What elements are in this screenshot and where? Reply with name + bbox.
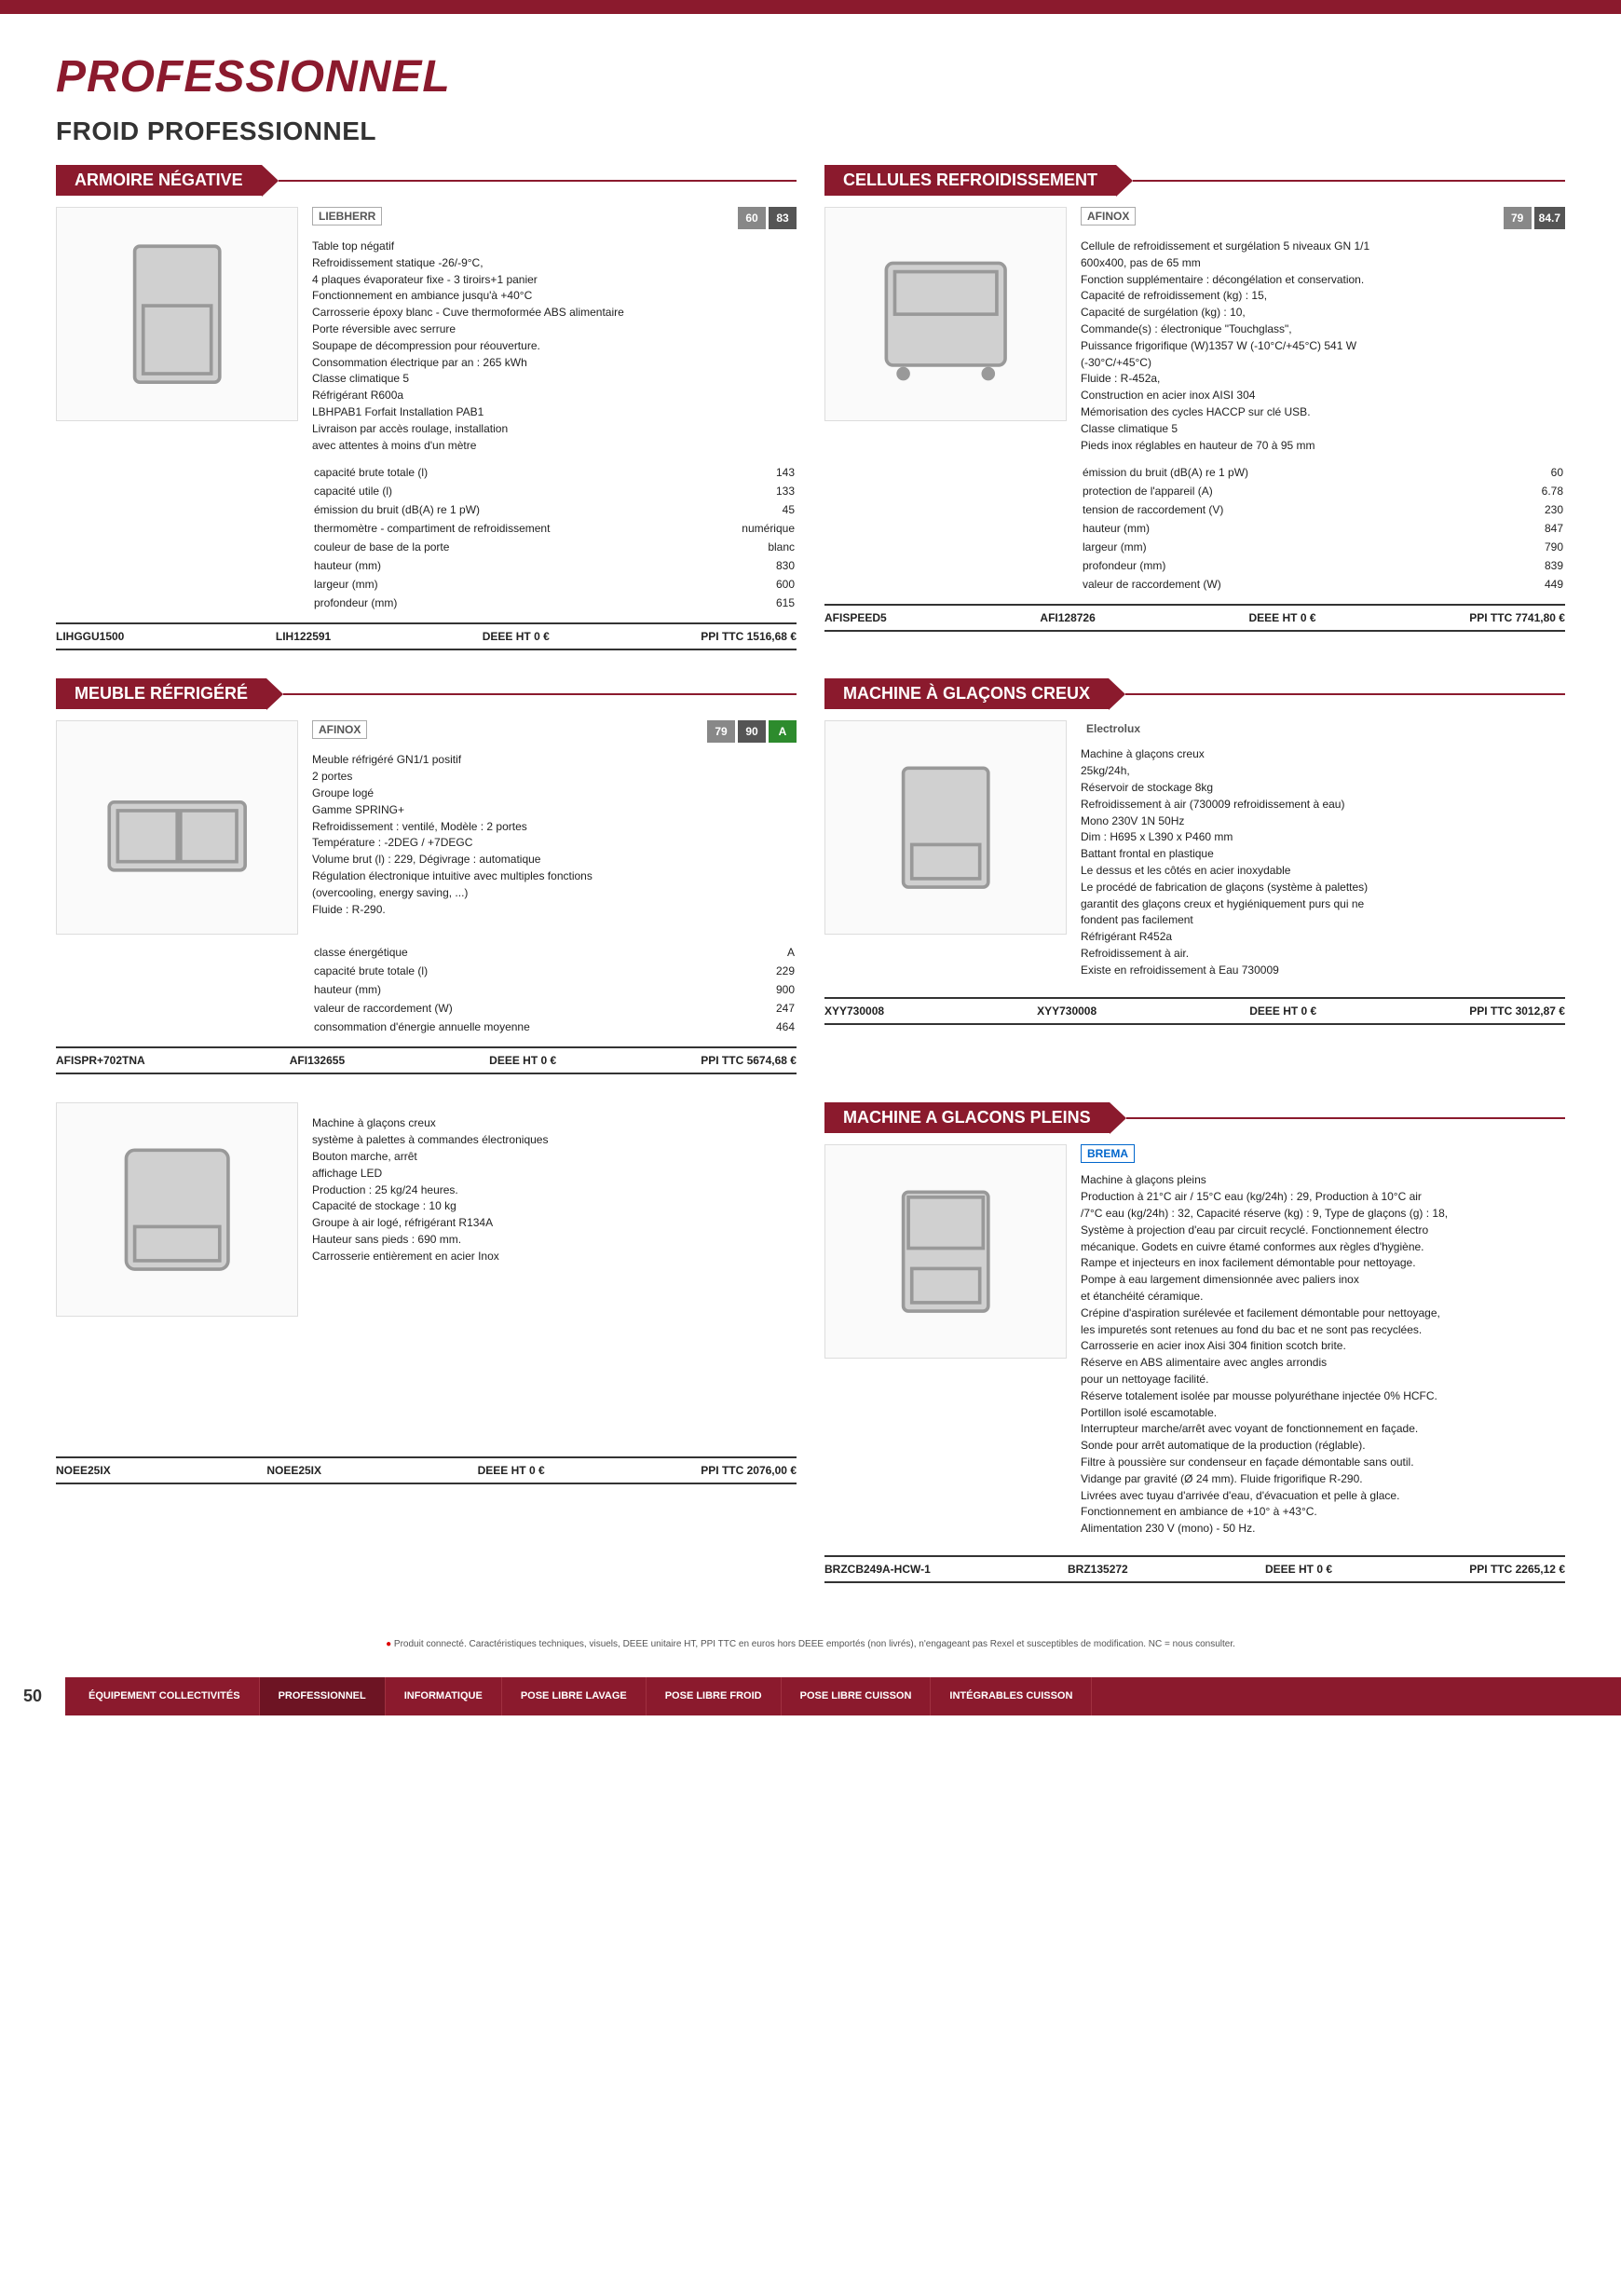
section-title: CELLULES REFROIDISSEMENT: [824, 165, 1116, 196]
sku: NOEE25IX: [56, 1464, 111, 1477]
product-image: [824, 720, 1067, 935]
sku: XYY730008: [824, 1004, 884, 1018]
brand-label: [312, 1102, 323, 1106]
product-machine-glacons-creux: MACHINE À GLAÇONS CREUX Electrolux Machi…: [824, 678, 1565, 1102]
deee: DEEE HT 0 €: [1249, 611, 1316, 624]
badges: 79 84.7: [1504, 207, 1565, 229]
nav-item[interactable]: INTÉGRABLES CUISSON: [931, 1677, 1092, 1715]
deee: DEEE HT 0 €: [483, 630, 550, 643]
product-image: [56, 720, 298, 935]
ref: BRZ135272: [1068, 1563, 1128, 1576]
product-description: Meuble réfrigéré GN1/1 positif2 portesGr…: [312, 752, 797, 917]
section-title: MACHINE A GLACONS PLEINS: [824, 1102, 1110, 1133]
main-title: PROFESSIONNEL: [56, 51, 1565, 102]
price: PPI TTC 2076,00 €: [701, 1464, 797, 1477]
section-title: ARMOIRE NÉGATIVE: [56, 165, 262, 196]
product-description: Machine à glaçons creuxsystème à palette…: [312, 1115, 797, 1264]
product-description: Cellule de refroidissement et surgélatio…: [1081, 239, 1565, 453]
brand-label: LIEBHERR: [312, 207, 382, 226]
ref: AFI128726: [1040, 611, 1095, 624]
sku: BRZCB249A-HCW-1: [824, 1563, 931, 1576]
price: PPI TTC 3012,87 €: [1469, 1004, 1565, 1018]
footnote: ● Produit connecté. Caractéristiques tec…: [56, 1639, 1565, 1649]
product-footer: XYY730008 XYY730008 DEEE HT 0 € PPI TTC …: [824, 997, 1565, 1025]
product-cellules-refroidissement: CELLULES REFROIDISSEMENT AFINOX 79 84.7: [824, 165, 1565, 678]
badge: 90: [738, 720, 766, 743]
sku: AFISPEED5: [824, 611, 887, 624]
sub-title: FROID PROFESSIONNEL: [56, 116, 1565, 146]
badge: A: [769, 720, 797, 743]
specs-table: émission du bruit (dB(A) re 1 pW)60prote…: [1081, 462, 1565, 594]
product-footer: BRZCB249A-HCW-1 BRZ135272 DEEE HT 0 € PP…: [824, 1555, 1565, 1583]
product-image: [56, 1102, 298, 1317]
brand-label: BREMA: [1081, 1144, 1135, 1163]
badge: 79: [707, 720, 735, 743]
badges: 79 90 A: [707, 720, 797, 743]
product-footer: AFISPEED5 AFI128726 DEEE HT 0 € PPI TTC …: [824, 604, 1565, 632]
price: PPI TTC 1516,68 €: [701, 630, 797, 643]
specs-table: classe énergétiqueAcapacité brute totale…: [312, 942, 797, 1037]
deee: DEEE HT 0 €: [1265, 1563, 1332, 1576]
badge: 84.7: [1534, 207, 1565, 229]
nav-item[interactable]: ÉQUIPEMENT COLLECTIVITÉS: [70, 1677, 260, 1715]
sku: LIHGGU1500: [56, 630, 124, 643]
ref: NOEE25IX: [266, 1464, 321, 1477]
badges: 60 83: [738, 207, 797, 229]
section-title: MACHINE À GLAÇONS CREUX: [824, 678, 1109, 709]
product-image: [824, 1144, 1067, 1359]
product-image: [56, 207, 298, 421]
product-machine-glacons-pleins: MACHINE A GLACONS PLEINS BREMA Machine à…: [824, 1102, 1565, 1611]
product-description: Machine à glaçons creux25kg/24h,Réservoi…: [1081, 746, 1565, 977]
product-meuble-refrigere: MEUBLE RÉFRIGÉRÉ AFINOX 79 90 A: [56, 678, 797, 1102]
ref: LIH122591: [276, 630, 331, 643]
brand-label: AFINOX: [1081, 207, 1136, 226]
nav-item[interactable]: POSE LIBRE CUISSON: [782, 1677, 932, 1715]
product-footer: AFISPR+702TNA AFI132655 DEEE HT 0 € PPI …: [56, 1046, 797, 1074]
product-armoire-negative: ARMOIRE NÉGATIVE LIEBHERR 60 83: [56, 165, 797, 678]
ref: AFI132655: [290, 1054, 345, 1067]
product-footer: NOEE25IX NOEE25IX DEEE HT 0 € PPI TTC 20…: [56, 1456, 797, 1484]
deee: DEEE HT 0 €: [489, 1054, 556, 1067]
nav-item[interactable]: POSE LIBRE FROID: [647, 1677, 782, 1715]
price: PPI TTC 5674,68 €: [701, 1054, 797, 1067]
badge: 79: [1504, 207, 1532, 229]
nav-item[interactable]: POSE LIBRE LAVAGE: [502, 1677, 647, 1715]
price: PPI TTC 2265,12 €: [1469, 1563, 1565, 1576]
product-description: Table top négatifRefroidissement statiqu…: [312, 239, 797, 453]
section-title: MEUBLE RÉFRIGÉRÉ: [56, 678, 266, 709]
nav-item[interactable]: PROFESSIONNEL: [260, 1677, 386, 1715]
product-image: [824, 207, 1067, 421]
price: PPI TTC 7741,80 €: [1469, 611, 1565, 624]
page-number: 50: [0, 1677, 65, 1715]
deee: DEEE HT 0 €: [1249, 1004, 1316, 1018]
bottom-nav: 50 ÉQUIPEMENT COLLECTIVITÉS PROFESSIONNE…: [0, 1677, 1621, 1715]
nav-item[interactable]: INFORMATIQUE: [386, 1677, 502, 1715]
product-description: Machine à glaçons pleinsProduction à 21°…: [1081, 1172, 1565, 1537]
brand-label: Electrolux: [1081, 720, 1146, 737]
badge: 83: [769, 207, 797, 229]
product-footer: LIHGGU1500 LIH122591 DEEE HT 0 € PPI TTC…: [56, 622, 797, 650]
deee: DEEE HT 0 €: [478, 1464, 545, 1477]
sku: AFISPR+702TNA: [56, 1054, 145, 1067]
specs-table: capacité brute totale (l)143capacité uti…: [312, 462, 797, 613]
product-machine-glacons-2: Machine à glaçons creuxsystème à palette…: [56, 1102, 797, 1611]
badge: 60: [738, 207, 766, 229]
brand-label: AFINOX: [312, 720, 367, 739]
ref: XYY730008: [1037, 1004, 1097, 1018]
